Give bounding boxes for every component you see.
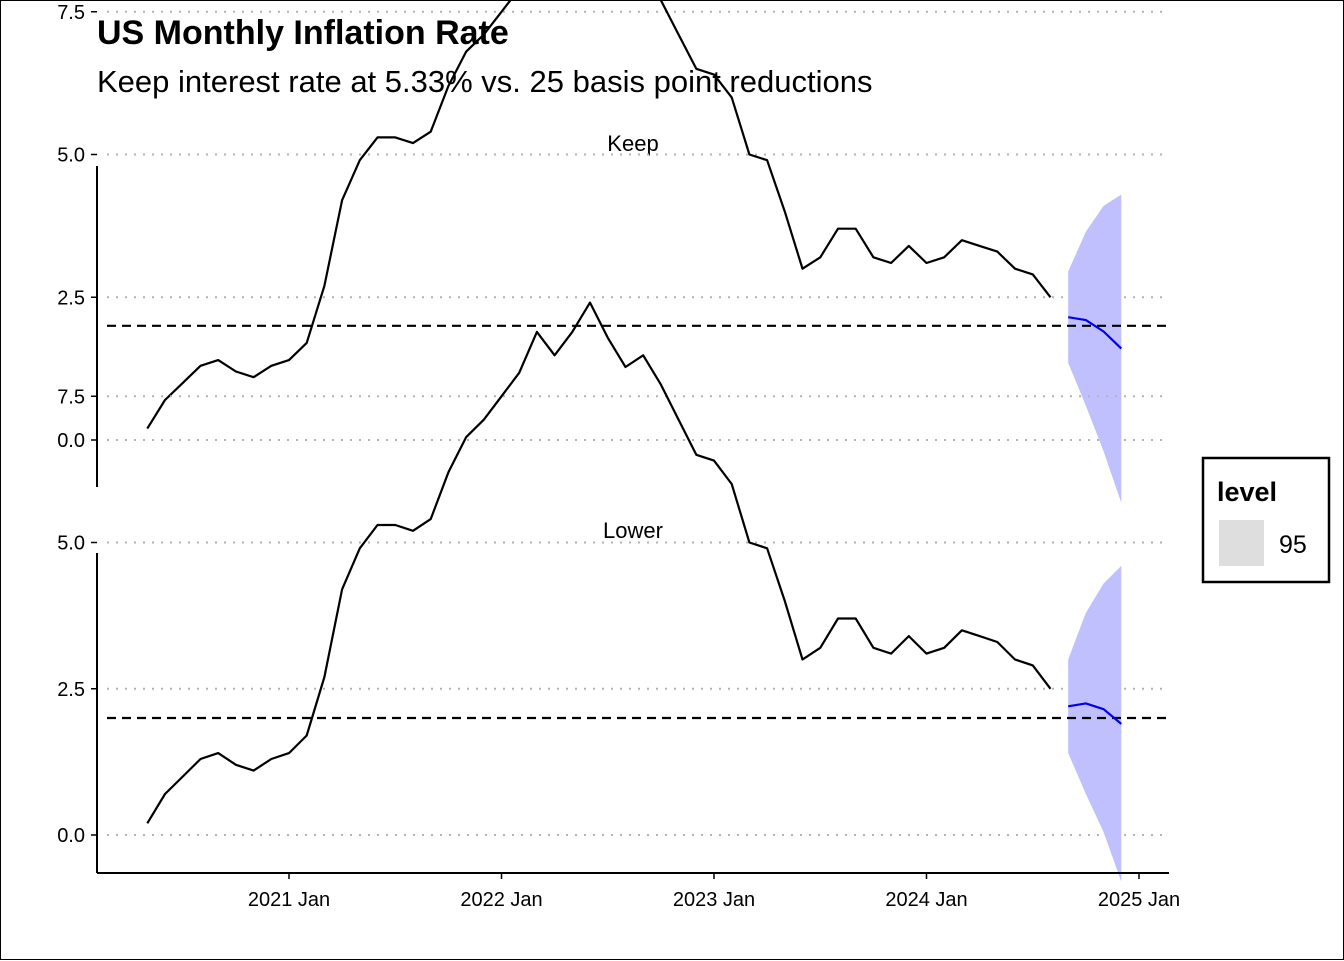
x-tick-label: 2022 Jan <box>460 889 542 911</box>
facet-strip-label: Lower <box>603 518 663 543</box>
forecast-band-95 <box>1068 194 1122 503</box>
y-tick-label: 2.5 <box>57 679 85 701</box>
x-tick-label: 2025 Jan <box>1098 889 1180 911</box>
legend-title: level <box>1217 477 1277 507</box>
legend-entry: 95 <box>1279 531 1307 559</box>
x-tick-label: 2024 Jan <box>885 889 967 911</box>
x-tick-label: 2023 Jan <box>673 889 755 911</box>
x-axis: 2021 Jan 2022 Jan 2023 Jan 2024 Jan 2025 Jan <box>97 872 1180 911</box>
history-series-line <box>146 301 1052 824</box>
legend: level 95 <box>1201 456 1331 584</box>
x-tick-label: 2021 Jan <box>248 889 330 911</box>
facet-panel-lower: Lower 0.0 2.5 5.0 7.5 <box>57 301 1171 882</box>
forecast-mean-line <box>1068 316 1123 350</box>
y-tick-label: 5.0 <box>57 533 85 555</box>
chart-title: US Monthly Inflation Rate <box>97 14 509 52</box>
y-tick-label: 5.0 <box>57 145 85 167</box>
forecast-mean-line <box>1068 702 1123 725</box>
y-tick-label: 2.5 <box>57 287 85 309</box>
y-tick-label: 7.5 <box>57 386 85 408</box>
chart-subtitle: Keep interest rate at 5.33% vs. 25 basis… <box>97 64 872 99</box>
facet-strip-label: Keep <box>607 131 658 156</box>
y-tick-label: 0.0 <box>57 430 85 452</box>
y-tick-label: 0.0 <box>57 825 85 847</box>
facet-panel-keep: Keep 0.0 2.5 5.0 7.5 <box>57 1 1171 503</box>
legend-swatch <box>1219 520 1264 566</box>
forecast-band-95 <box>1068 565 1122 882</box>
history-series-line <box>146 1 1052 430</box>
y-tick-label: 7.5 <box>57 2 85 24</box>
facet-panels: Keep 0.0 2.5 5.0 7.5 Lower 0.0 2.5 5.0 7.5 <box>57 1 1171 882</box>
